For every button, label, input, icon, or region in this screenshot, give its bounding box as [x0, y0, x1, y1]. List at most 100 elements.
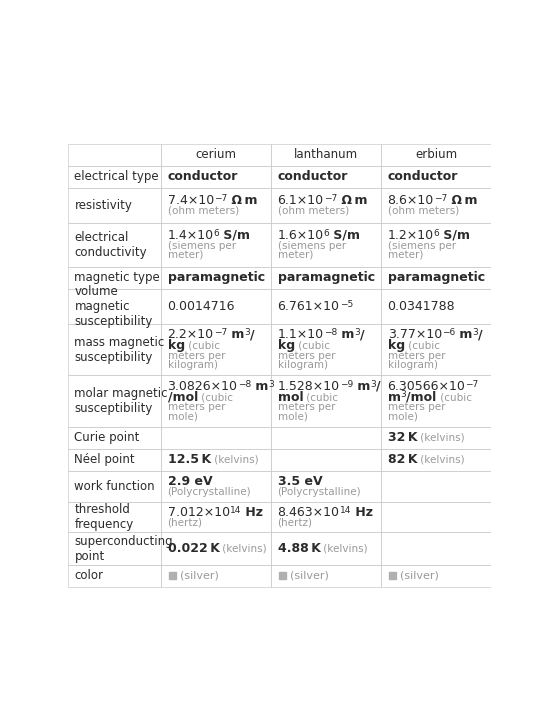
Text: resistivity: resistivity [74, 199, 132, 212]
Text: 0.022 K: 0.022 K [168, 542, 219, 555]
Text: 6.30566×10: 6.30566×10 [388, 379, 465, 392]
Text: −8: −8 [324, 328, 337, 337]
Text: Néel point: Néel point [74, 453, 135, 466]
Text: meter): meter) [168, 250, 203, 260]
Text: Hz: Hz [241, 506, 263, 519]
Text: (cubic: (cubic [185, 341, 219, 350]
Bar [279, 573, 286, 579]
Text: 3: 3 [370, 379, 376, 389]
Text: 3: 3 [268, 379, 274, 389]
Text: kilogram): kilogram) [168, 360, 217, 370]
Bar [389, 573, 396, 579]
Text: (kelvins): (kelvins) [219, 544, 267, 554]
Bar [162, 289, 271, 324]
Bar [68, 144, 162, 166]
Text: (kelvins): (kelvins) [417, 455, 465, 465]
Text: meters per: meters per [168, 351, 225, 361]
Text: (cubic: (cubic [303, 392, 338, 402]
Bar [68, 324, 162, 375]
Text: (Polycrystalline): (Polycrystalline) [168, 487, 251, 497]
Bar [271, 375, 381, 426]
Bar [162, 449, 271, 471]
Text: erbium: erbium [416, 148, 458, 161]
Bar [68, 188, 162, 223]
Text: paramagnetic: paramagnetic [277, 272, 375, 285]
Text: 3.77×10: 3.77×10 [388, 328, 442, 341]
Bar [381, 449, 491, 471]
Bar [381, 166, 491, 188]
Bar [68, 166, 162, 188]
Text: /: / [250, 328, 254, 341]
Text: (cubic: (cubic [437, 392, 472, 402]
Text: −8: −8 [238, 379, 251, 389]
Text: meter): meter) [388, 250, 423, 260]
Text: kg: kg [277, 340, 295, 353]
Text: (silver): (silver) [400, 571, 439, 581]
Text: mole): mole) [277, 411, 307, 421]
Text: molar magnetic
susceptibility: molar magnetic susceptibility [74, 387, 168, 415]
Bar [271, 144, 381, 166]
Text: 1.528×10: 1.528×10 [277, 379, 340, 392]
Text: 1.6×10: 1.6×10 [277, 229, 324, 242]
Bar [271, 532, 381, 565]
Text: 12.5 K: 12.5 K [168, 453, 211, 466]
Text: S/m: S/m [329, 229, 360, 242]
Bar [381, 471, 491, 502]
Text: lanthanum: lanthanum [294, 148, 358, 161]
Text: /mol: /mol [168, 390, 198, 403]
Bar [162, 375, 271, 426]
Text: 1.1×10: 1.1×10 [277, 328, 324, 341]
Bar [381, 532, 491, 565]
Bar [381, 502, 491, 532]
Text: (ohm meters): (ohm meters) [168, 206, 239, 216]
Text: −5: −5 [340, 300, 353, 309]
Text: volume
magnetic
susceptibility: volume magnetic susceptibility [74, 285, 153, 328]
Bar [68, 471, 162, 502]
Text: m: m [455, 328, 472, 341]
Bar [68, 266, 162, 289]
Bar [381, 565, 491, 587]
Text: paramagnetic: paramagnetic [388, 272, 485, 285]
Text: meters per: meters per [168, 402, 225, 412]
Text: m: m [337, 328, 354, 341]
Text: 14: 14 [340, 506, 351, 515]
Text: meters per: meters per [388, 351, 445, 361]
Text: kg: kg [168, 340, 185, 353]
Text: 3: 3 [354, 328, 360, 337]
Bar [381, 426, 491, 449]
Text: Curie point: Curie point [74, 432, 140, 445]
Text: (ohm meters): (ohm meters) [277, 206, 349, 216]
Bar [271, 449, 381, 471]
Text: conductor: conductor [168, 170, 238, 183]
Bar [381, 289, 491, 324]
Bar [68, 289, 162, 324]
Bar [381, 144, 491, 166]
Text: color: color [74, 570, 103, 582]
Text: mol: mol [277, 390, 303, 403]
Text: Ω m: Ω m [337, 194, 367, 207]
Text: 2.9 eV: 2.9 eV [168, 475, 212, 488]
Text: /: / [360, 328, 365, 341]
Text: (hertz): (hertz) [277, 518, 312, 528]
Text: (silver): (silver) [290, 571, 329, 581]
Bar [162, 471, 271, 502]
Text: (siemens per: (siemens per [388, 240, 456, 251]
Text: mass magnetic
susceptibility: mass magnetic susceptibility [74, 336, 165, 363]
Text: 32 K: 32 K [388, 432, 417, 445]
Text: 4.88 K: 4.88 K [277, 542, 321, 555]
Bar [271, 289, 381, 324]
Text: (hertz): (hertz) [168, 518, 203, 528]
Bar [162, 188, 271, 223]
Text: −7: −7 [214, 194, 227, 203]
Text: 3.5 eV: 3.5 eV [277, 475, 322, 488]
Text: conductor: conductor [388, 170, 458, 183]
Bar [68, 426, 162, 449]
Text: 8.463×10: 8.463×10 [277, 506, 340, 519]
Text: (cubic: (cubic [198, 392, 233, 402]
Text: 0.0014716: 0.0014716 [168, 300, 235, 313]
Bar [68, 375, 162, 426]
Bar [271, 223, 381, 266]
Text: 6.761×10: 6.761×10 [277, 300, 340, 313]
Text: (kelvins): (kelvins) [417, 433, 465, 442]
Text: superconducting
point: superconducting point [74, 534, 173, 563]
